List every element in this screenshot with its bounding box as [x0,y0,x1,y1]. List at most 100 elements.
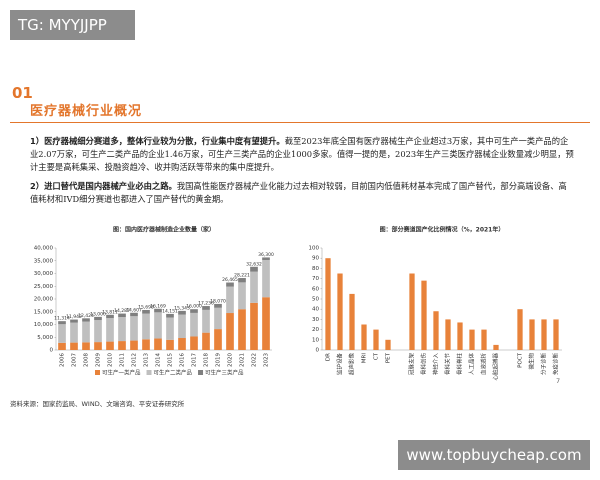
chart: 图：部分赛道国产化比例情况（%，2021年） 0 10 20 30 40 50 60 70 80 9… [309,226,562,381]
x-tick-label: 2012 [132,353,138,367]
bar-segment [226,286,234,314]
bar [457,322,463,350]
y-tick-label: 70 [312,276,319,282]
bar-segment [130,312,138,317]
bar [541,319,547,350]
bar-segment [250,302,258,350]
total-label: 13,811 [102,309,118,315]
x-tick-label: 监护设备 [336,353,344,376]
bar-segment [82,318,90,322]
watermark: www.topbuycheap.com [398,440,590,470]
bar-segment [70,342,78,350]
bar [553,319,559,350]
bar-segment [58,342,66,350]
bar [373,329,379,350]
bar-segment [178,310,186,315]
bar-segment [166,339,174,350]
bar-segment [202,309,210,333]
x-tick-label: 2006 [60,353,66,367]
y-tick-label: 50 [312,297,319,303]
x-tick-label: 2011 [120,353,126,367]
watermark: TG: MYYJJPP [10,10,135,40]
bar [469,329,475,350]
total-label: 14,607 [126,307,142,313]
y-tick-label: 90 [312,256,319,262]
x-tick-label: 2010 [108,353,114,367]
bar-segment [226,313,234,350]
bar-segment [166,313,174,318]
bar-segment [238,282,246,310]
divider [10,122,590,123]
section-number: 01 [12,84,33,102]
paragraph: 2）进口替代是国内器械产业必由之路。我国高性能医疗器械产业化能力过去相对较弱，目… [30,180,575,206]
total-label: 15,343 [174,305,190,311]
legend-label: 可生产一类产品 [102,369,141,377]
bar-segment [154,308,162,313]
total-label: 13,000 [90,311,106,317]
x-tick-label: 2019 [216,353,222,367]
bar-segment [202,332,210,350]
x-tick-label: 免疫诊断 [552,353,560,376]
x-tick-label: 骨科关节 [444,353,452,376]
x-tick-label: 微生物 [528,353,536,370]
bar-segment [70,319,78,323]
bar [421,280,427,350]
y-tick-label: 20,000 [34,297,54,303]
y-tick-label: 20 [312,327,319,333]
bar-segment [130,340,138,350]
text: 截至2023年底全国有医疗器械生产企业超过3万家，其中可生产一类产品的企业2.0… [30,136,574,172]
x-tick-label: 2009 [96,353,102,367]
x-tick-label: CT [374,352,380,360]
bar-segment [118,313,126,318]
total-label: 16,000 [186,304,202,310]
lead: 1）医疗器械细分赛道多，整体行业较为分散，行业集中度有望提升。 [30,136,285,146]
bar-segment [238,309,246,350]
bar-segment [262,297,270,350]
bar-segment [250,271,258,303]
total-label: 16,169 [150,303,166,309]
bar [337,273,343,350]
bar-segment [238,278,246,283]
bar [493,344,499,350]
bar-segment [118,317,126,342]
total-label: 36,300 [258,252,274,258]
bar-segment [82,321,90,343]
total-label: 14,287 [114,308,130,314]
bar-segment [58,324,66,343]
section-title: 医疗器械行业概况 [30,104,143,119]
total-label: 17,236 [198,301,214,307]
bar-segment [58,321,66,325]
total-label: 18,070 [210,298,226,304]
x-tick-label: 2018 [204,353,210,367]
y-tick-label: 10 [312,337,319,343]
bar-segment [214,303,222,308]
x-tick-label: 2022 [252,353,258,367]
bar [361,324,367,350]
y-tick-label: 80 [312,266,319,272]
y-tick-label: 25,000 [34,284,54,290]
bar-segment [130,316,138,341]
bar-segment [154,312,162,339]
bar-segment [190,336,198,350]
bar-segment [166,317,174,340]
bar-segment [202,306,210,310]
bar-segment [262,259,270,298]
bar-segment [250,266,258,272]
bar-segment [106,318,114,342]
bar [349,293,355,350]
y-tick-label: 100 [309,246,320,252]
bar-segment [142,309,150,314]
legend-swatch [198,370,204,375]
total-label: 11,314 [54,316,70,322]
x-tick-label: POCT [518,352,524,367]
bar-segment [94,316,102,321]
y-tick-label: 60 [312,286,319,292]
total-label: 32,632 [246,261,262,267]
x-tick-label: 神经介入 [432,353,440,376]
bar-segment [118,341,126,350]
page-number: 7 [556,377,561,385]
y-tick-label: 35,000 [34,258,54,264]
bar-segment [214,329,222,350]
bar-segment [190,309,198,313]
